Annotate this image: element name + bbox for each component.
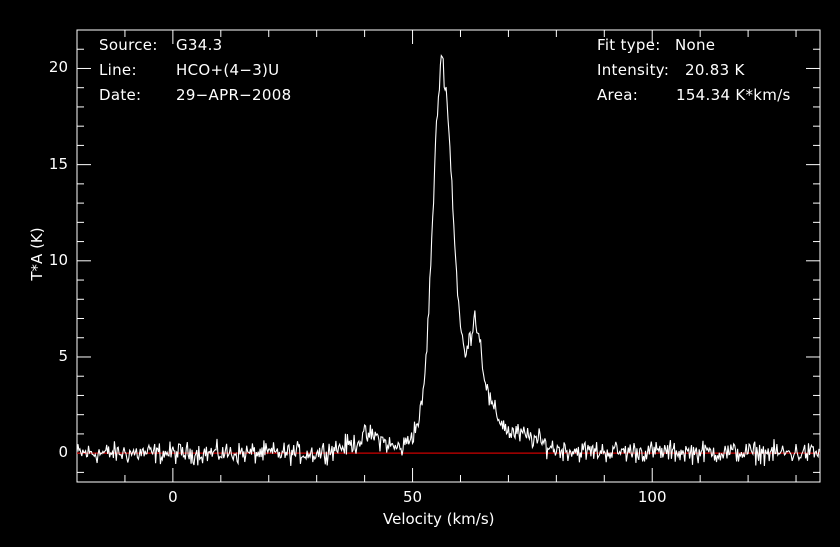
- intensity-label: Intensity:: [597, 61, 670, 79]
- line-label: Line:: [99, 61, 137, 79]
- x-tick-label: 50: [403, 488, 423, 506]
- x-axis-label: Velocity (km/s): [383, 510, 495, 528]
- source-label: Source:: [99, 36, 158, 54]
- area-value: 154.34 K*km/s: [676, 86, 791, 104]
- fit-value: None: [675, 36, 716, 54]
- fit-label: Fit type:: [597, 36, 661, 54]
- x-tick-label: 0: [168, 488, 178, 506]
- spectrum-line: [76, 54, 820, 467]
- date-label: Date:: [99, 86, 142, 104]
- y-tick-label: 10: [48, 250, 68, 269]
- y-tick-label: 0: [58, 443, 68, 462]
- x-tick-label: 100: [637, 488, 667, 506]
- plot-frame: [76, 29, 821, 483]
- source-value: G34.3: [176, 36, 223, 54]
- y-tick-label: 20: [48, 58, 68, 77]
- line-value: HCO+(4−3)U: [176, 61, 280, 79]
- intensity-value: 20.83 K: [685, 61, 745, 79]
- area-label: Area:: [597, 86, 639, 104]
- y-axis-label: T*A (K): [28, 227, 46, 281]
- y-tick-label: 5: [58, 346, 68, 365]
- axis-ticks: [77, 30, 820, 482]
- y-tick-label: 15: [48, 154, 68, 173]
- date-value: 29−APR−2008: [176, 86, 292, 104]
